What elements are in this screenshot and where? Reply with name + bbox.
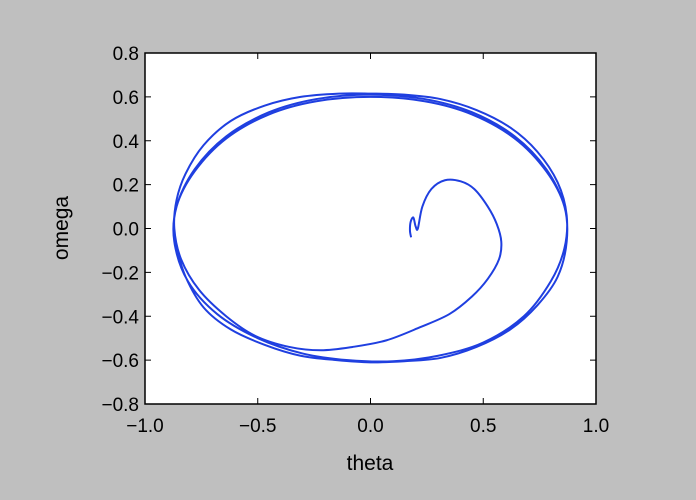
- y-tick-label: 0.0: [113, 220, 139, 241]
- trajectory-line: [172, 92, 569, 364]
- tick-labels-layer: −1.0 −0.5 0.0 0.5 1.0 −0.8 −0.6 −0.4 −0.2 0.0 0.2 0…: [101, 44, 609, 437]
- y-tick-label: 0.8: [113, 44, 139, 65]
- y-tick-label: −0.4: [101, 307, 139, 328]
- x-axis-label: theta: [347, 452, 394, 475]
- plot-area: [144, 52, 597, 405]
- x-tick-label: −1.0: [126, 416, 164, 437]
- y-axis-label: omega: [50, 196, 73, 261]
- trajectory-layer: [172, 92, 569, 364]
- y-tick-label: 0.4: [113, 132, 140, 153]
- x-tick-label: −0.5: [239, 416, 277, 437]
- y-tick-label: −0.2: [101, 263, 139, 284]
- x-tick-label: 0.5: [470, 416, 496, 437]
- x-tick-label: 1.0: [583, 416, 609, 437]
- y-tick-label: 0.6: [113, 88, 139, 109]
- y-tick-label: −0.8: [101, 395, 139, 416]
- y-tick-label: −0.6: [101, 351, 139, 372]
- x-tick-label: 0.0: [357, 416, 383, 437]
- ticks-layer: [144, 52, 597, 405]
- y-tick-label: 0.2: [113, 176, 139, 197]
